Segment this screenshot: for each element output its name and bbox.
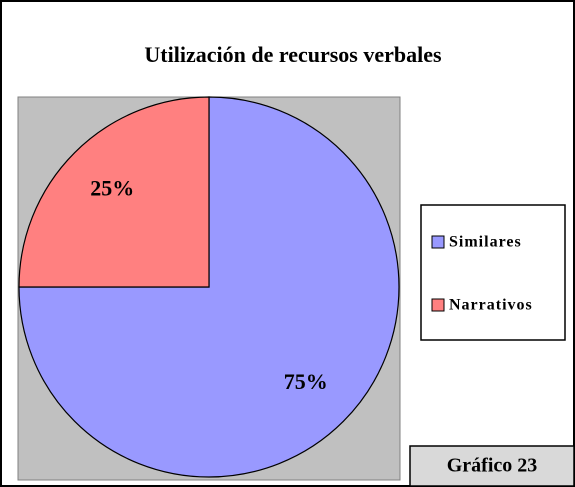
data-label: 25% bbox=[90, 175, 134, 200]
legend-swatch bbox=[431, 298, 445, 312]
caption: Gráfico 23 bbox=[447, 455, 538, 477]
chart-title: Utilización de recursos verbales bbox=[144, 42, 442, 67]
pie-slice bbox=[18, 96, 210, 288]
legend-label: Narrativos bbox=[449, 297, 533, 314]
data-label: 75% bbox=[284, 369, 328, 394]
legend-label: Similares bbox=[449, 234, 522, 251]
caption-box bbox=[409, 445, 575, 487]
legend bbox=[420, 204, 566, 341]
legend-swatch bbox=[431, 235, 445, 249]
